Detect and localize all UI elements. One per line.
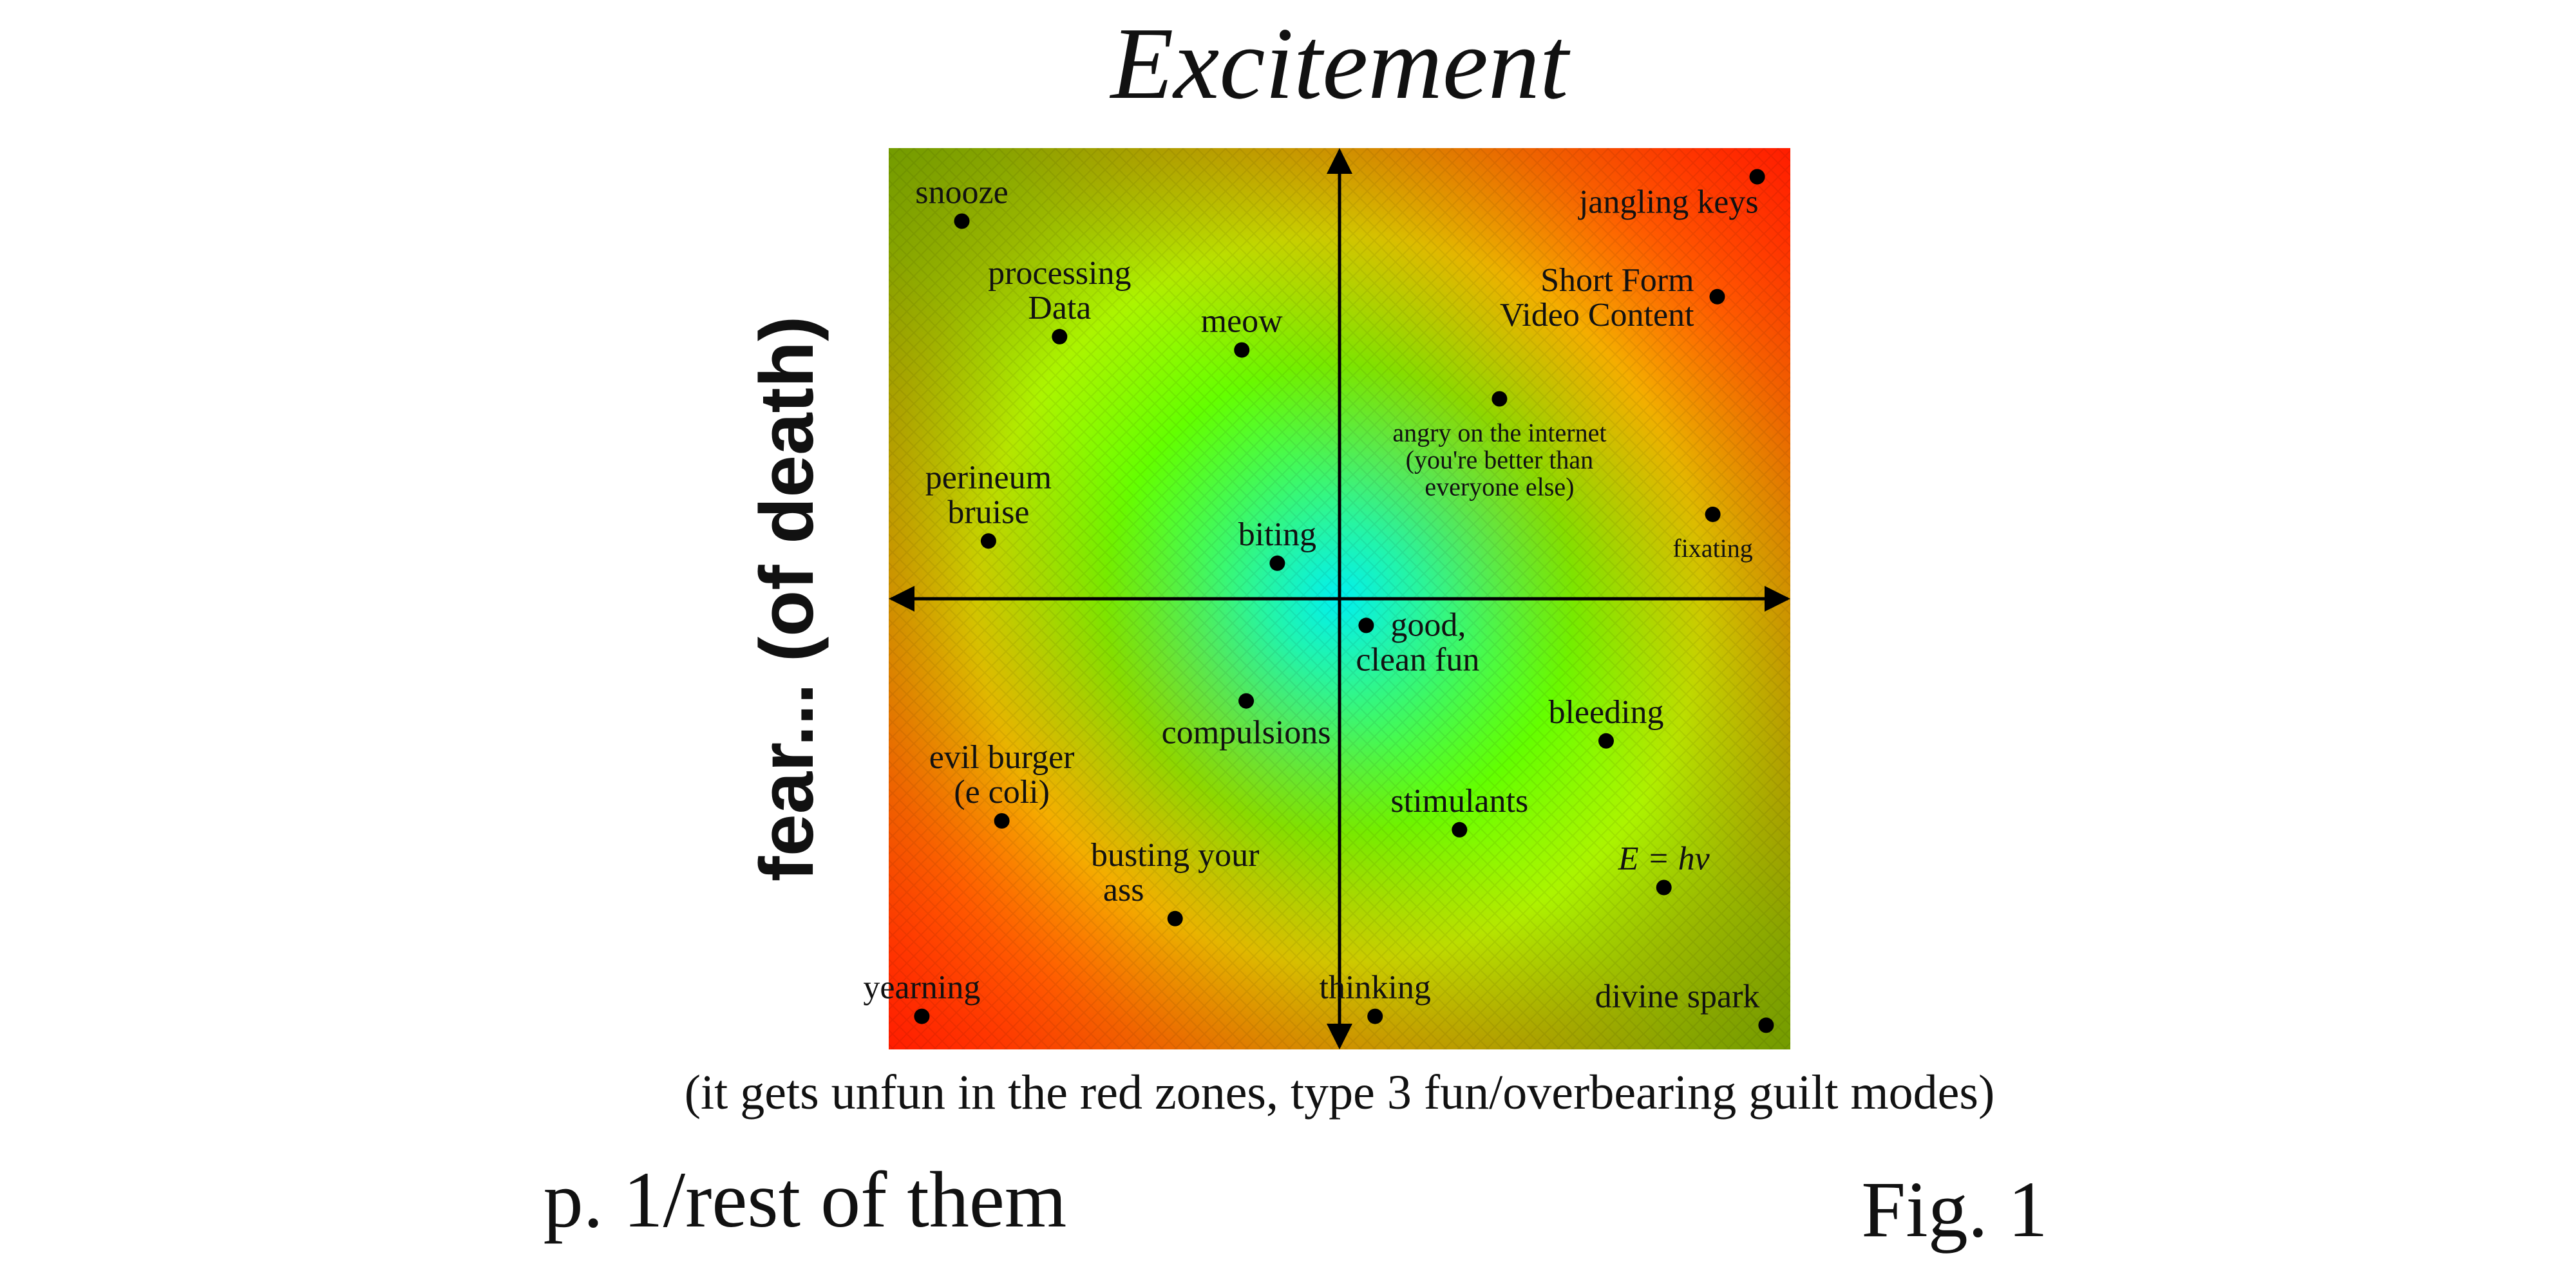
point-marker: [1492, 391, 1508, 407]
point-label: E = hν: [1618, 841, 1710, 878]
point-label: processing: [988, 255, 1131, 292]
point-marker: [980, 533, 996, 549]
point-marker: [1367, 1008, 1383, 1024]
point-label: bleeding: [1548, 694, 1663, 731]
point-snooze: snooze: [915, 174, 1009, 229]
point-label: ass: [1103, 872, 1144, 908]
point-marker: [1234, 342, 1250, 358]
point-marker: [1052, 328, 1068, 344]
point-marker: [1709, 288, 1725, 305]
point-label: good,: [1390, 606, 1466, 643]
point-label: everyone else): [1425, 473, 1574, 502]
point-marker: [994, 813, 1010, 829]
point-divine-spark: divine spark: [1595, 978, 1774, 1033]
point-label: busting your: [1091, 837, 1259, 874]
point-label: fixating: [1672, 534, 1752, 563]
point-marker: [1358, 617, 1374, 634]
y-axis-label: fear... (of death): [744, 316, 829, 882]
caption: (it gets unfun in the red zones, type 3 …: [685, 1066, 1995, 1120]
point-label: biting: [1238, 516, 1316, 553]
point-label: clean fun: [1356, 641, 1479, 678]
point-meow: meow: [1201, 303, 1283, 358]
point-label: bruise: [947, 494, 1029, 531]
point-stimulants: stimulants: [1390, 783, 1528, 838]
point-label: compulsions: [1162, 715, 1331, 751]
point-marker: [914, 1008, 930, 1024]
footer-page-label: p. 1/rest of them: [544, 1156, 1067, 1244]
point-compulsions: compulsions: [1162, 693, 1331, 751]
point-marker: [1705, 506, 1721, 522]
figure-number: Fig. 1: [1861, 1165, 2047, 1254]
point-jangling-keys: jangling keys: [1578, 169, 1765, 221]
point-label: (e coli): [954, 774, 1050, 811]
point-label: Short Form: [1540, 262, 1694, 299]
point-yearning: yearning: [863, 970, 980, 1024]
point-marker: [1656, 879, 1672, 896]
point-e-h-nu: E = hν: [1618, 841, 1710, 896]
point-marker: [1269, 555, 1285, 571]
point-label: thinking: [1320, 970, 1431, 1006]
point-marker: [1167, 910, 1183, 926]
point-thinking: thinking: [1320, 970, 1431, 1024]
point-label: yearning: [863, 970, 980, 1006]
point-label: angry on the internet: [1392, 418, 1606, 447]
point-label: Video Content: [1500, 297, 1694, 333]
point-marker: [1452, 822, 1468, 838]
point-angry-internet: angry on the internet(you're better than…: [1392, 391, 1606, 502]
point-label: perineum: [925, 459, 1052, 496]
point-biting: biting: [1238, 516, 1316, 571]
point-label: (you're better than: [1406, 446, 1594, 474]
point-fixating: fixating: [1672, 506, 1753, 563]
point-label: meow: [1201, 303, 1283, 340]
point-marker: [954, 213, 970, 229]
point-marker: [1758, 1017, 1774, 1033]
axes: [889, 148, 1790, 1049]
point-label: evil burger: [929, 739, 1075, 776]
point-marker: [1598, 733, 1614, 749]
point-label: Data: [1028, 290, 1091, 326]
point-marker: [1238, 693, 1255, 709]
point-marker: [1749, 169, 1765, 185]
point-label: divine spark: [1595, 978, 1760, 1015]
point-evil-burger: evil burger(e coli): [929, 739, 1075, 829]
point-label: stimulants: [1390, 783, 1528, 820]
point-good-clean-fun: good,clean fun: [1356, 606, 1479, 678]
chart-title: Excitement: [1110, 6, 1571, 120]
point-label: jangling keys: [1578, 184, 1759, 221]
point-bleeding: bleeding: [1548, 694, 1664, 749]
point-label: snooze: [915, 174, 1008, 211]
